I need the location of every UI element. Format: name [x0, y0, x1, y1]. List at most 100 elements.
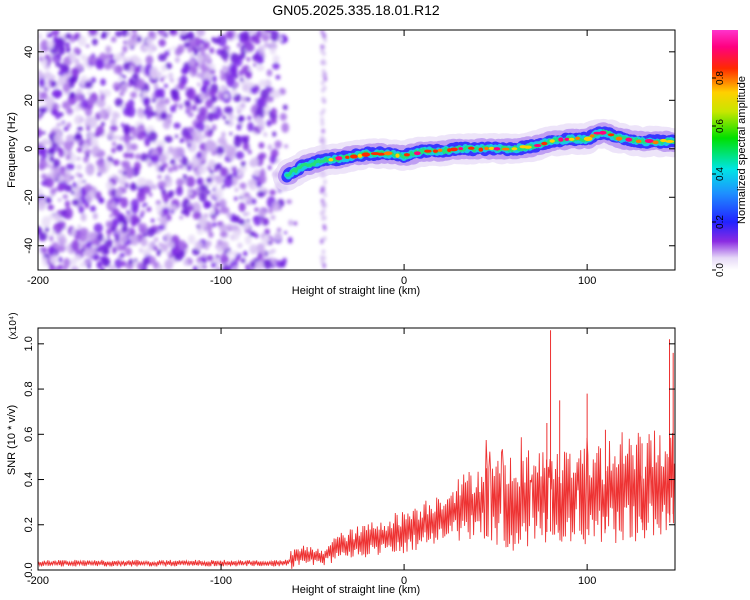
noise-speckle: [158, 30, 166, 37]
noise-speckle: [140, 237, 148, 247]
noise-speckle: [168, 72, 174, 80]
noise-speckle: [78, 205, 85, 214]
noise-speckle: [74, 104, 81, 113]
noise-speckle: [56, 184, 65, 192]
noise-speckle: [179, 138, 185, 143]
noise-speckle: [60, 68, 66, 73]
ridge-hotspot: [467, 146, 475, 150]
noise-speckle: [263, 111, 268, 116]
noise-speckle: [80, 54, 87, 61]
noise-speckle: [216, 262, 220, 265]
noise-speckle: [261, 33, 270, 42]
noise-speckle: [187, 202, 193, 207]
noise-speckle: [46, 140, 53, 146]
noise-speckle: [167, 190, 175, 197]
noise-streak-speckle: [323, 215, 327, 221]
noise-speckle: [148, 106, 153, 111]
ridge-hotspot: [524, 145, 532, 149]
noise-speckle: [213, 183, 218, 189]
noise-speckle: [76, 147, 83, 153]
spectrogram-frame: [37, 29, 676, 271]
noise-speckle: [227, 250, 232, 257]
noise-speckle: [173, 122, 181, 129]
noise-streak-speckle: [320, 259, 325, 265]
noise-speckle: [270, 30, 280, 42]
snr-y-tick-label: 0.0: [23, 562, 35, 577]
noise-speckle: [58, 74, 68, 86]
noise-speckle: [112, 208, 120, 217]
noise-speckle: [130, 80, 135, 86]
snr-x-tick-label: 0: [401, 575, 407, 587]
noise-speckle: [258, 152, 267, 160]
snr-frame: [37, 327, 676, 571]
noise-speckle: [122, 171, 127, 176]
noise-speckle: [191, 201, 201, 214]
noise-speckle: [105, 220, 112, 229]
noise-speckle: [121, 225, 128, 233]
noise-speckle: [202, 79, 211, 87]
noise-speckle: [211, 124, 217, 131]
snr-y-tick-label: 1.0: [23, 336, 35, 351]
noise-speckle: [272, 62, 280, 70]
noise-speckle: [90, 137, 99, 147]
noise-speckle: [52, 57, 58, 64]
noise-speckle: [169, 78, 174, 83]
noise-speckle: [58, 175, 65, 183]
noise-speckle: [38, 141, 41, 146]
noise-speckle: [65, 41, 70, 49]
noise-speckle: [99, 89, 103, 95]
noise-speckle: [109, 53, 115, 59]
ridge-hotspot: [458, 147, 464, 151]
noise-speckle: [139, 124, 145, 129]
noise-speckle: [167, 48, 172, 52]
colorbar-gradient: [712, 30, 738, 270]
noise-speckle: [215, 266, 222, 270]
ridge-hotspot: [568, 137, 575, 141]
noise-speckle: [230, 257, 234, 262]
noise-speckle: [238, 218, 246, 226]
noise-speckle: [202, 264, 207, 269]
noise-speckle: [47, 147, 55, 157]
ridge-hotspot: [357, 153, 363, 158]
noise-speckle: [94, 191, 102, 200]
noise-speckle: [94, 101, 98, 106]
noise-speckle: [227, 173, 234, 180]
noise-speckle: [63, 126, 69, 132]
noise-speckle: [242, 250, 248, 257]
noise-speckle: [219, 254, 230, 265]
noise-speckle: [178, 159, 182, 163]
frequency-ridge: [272, 118, 675, 192]
noise-speckle: [142, 232, 148, 238]
noise-speckle: [53, 167, 62, 175]
noise-speckle: [255, 261, 264, 270]
colorbar-tick-label: 0.0: [715, 263, 726, 277]
noise-speckle: [113, 64, 123, 75]
spectrogram-x-ticks: -200 -100 0 100: [27, 30, 596, 287]
noise-streak-speckle: [321, 73, 326, 79]
noise-speckle: [150, 154, 160, 163]
noise-speckle: [283, 231, 288, 235]
noise-speckle: [164, 50, 170, 57]
noise-speckle: [47, 204, 55, 211]
noise-speckle: [238, 70, 243, 76]
noise-speckle: [142, 257, 151, 266]
noise-speckle: [213, 166, 219, 173]
noise-speckle: [215, 202, 220, 207]
noise-speckle: [153, 237, 159, 243]
noise-speckle: [38, 52, 43, 56]
noise-speckle: [121, 30, 129, 37]
spectrogram-x-tick-label: 100: [578, 275, 596, 287]
snr-y-tick-label: 0.4: [23, 472, 35, 487]
noise-speckle: [235, 151, 245, 160]
noise-speckle: [207, 112, 215, 122]
noise-speckle: [169, 30, 175, 34]
noise-speckle: [44, 86, 48, 91]
snr-y-ticks: 0.0 0.2 0.4 0.6 0.8 1.0: [23, 336, 675, 578]
noise-speckle: [221, 87, 226, 93]
noise-speckle: [221, 252, 226, 257]
noise-speckle: [174, 247, 179, 254]
noise-speckle: [61, 209, 67, 215]
noise-speckle: [218, 198, 227, 208]
noise-speckle: [127, 31, 132, 37]
